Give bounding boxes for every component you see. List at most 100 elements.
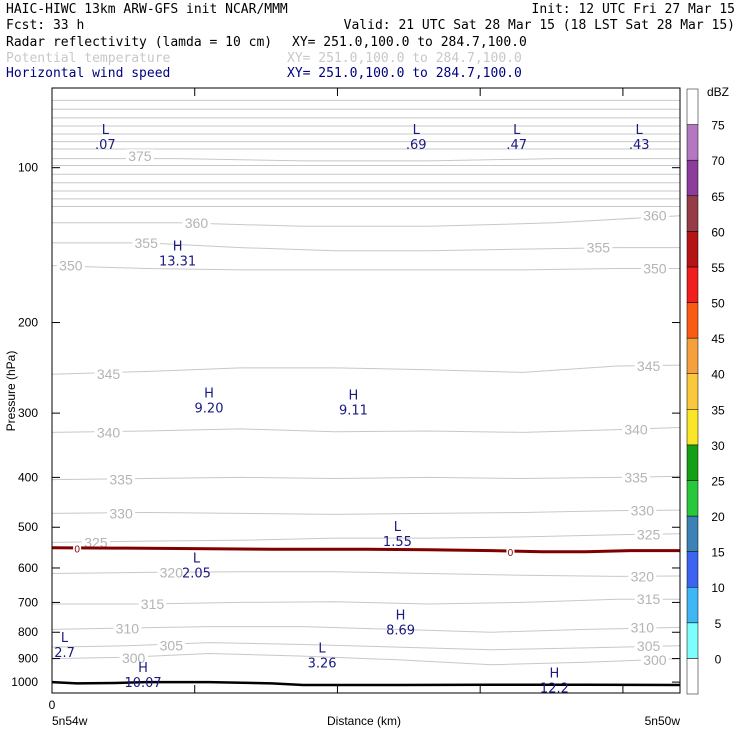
colorbar-level-label: 35 — [711, 403, 725, 417]
theta-label-345: 345 — [637, 358, 661, 374]
y-tick-label: 500 — [18, 520, 38, 534]
header-title: HAIC-HIWC 13km ARW-GFS init NCAR/MMM — [6, 2, 288, 17]
theta-contour-345 — [51, 364, 681, 375]
theta-label-bg — [107, 506, 136, 520]
theta-label-360: 360 — [185, 215, 209, 231]
colorbar-level-label: 0 — [715, 652, 722, 666]
wind-extremum-marker: H — [396, 608, 406, 623]
wind-extremum-value: .69 — [406, 138, 427, 153]
theta-label-330: 330 — [631, 503, 655, 519]
theta-label-315: 315 — [637, 591, 661, 607]
reflectivity-zero-contour — [51, 546, 680, 554]
terrain-line — [51, 680, 681, 687]
colorbar-unit: dBZ — [707, 85, 729, 99]
wind-extremum-marker: H — [349, 388, 359, 403]
theta-label-315: 315 — [141, 596, 165, 612]
header-fcst: Fcst: 33 h — [6, 18, 84, 33]
theta-label-bg — [640, 208, 669, 222]
colorbar-level-label: 30 — [711, 439, 725, 453]
wind-extremum-value: 1.55 — [383, 535, 412, 550]
colorbar-level-label: 10 — [711, 581, 725, 595]
field-theta-xy: XY= 251.0,100.0 to 284.7,100.0 — [287, 51, 522, 66]
wind-extremum-marker: H — [204, 387, 214, 402]
theta-label-bg — [628, 620, 657, 634]
colorbar-swatch — [686, 551, 699, 588]
theta-label-310: 310 — [116, 621, 140, 637]
theta-label-330: 330 — [109, 505, 133, 521]
colorbar-swatch — [686, 622, 699, 659]
y-tick-label: 100 — [18, 161, 38, 175]
theta-label-300: 300 — [122, 650, 146, 666]
theta-label-350: 350 — [643, 260, 667, 276]
theta-label-bg — [584, 240, 613, 254]
colorbar-swatch — [686, 302, 699, 339]
y-tick-label: 700 — [18, 595, 38, 609]
colorbar-swatch — [686, 658, 699, 695]
field-wind-xy: XY= 251.0,100.0 to 284.7,100.0 — [287, 66, 522, 81]
colorbar-swatch — [686, 266, 699, 303]
wind-extremum-marker: L — [193, 551, 201, 566]
theta-label-305: 305 — [637, 638, 661, 654]
wind-extremum-value: 13.31 — [159, 255, 196, 270]
theta-label-325: 325 — [637, 527, 661, 543]
wind-extremum-marker: L — [61, 631, 69, 646]
wind-extremum-marker: L — [513, 123, 521, 138]
wind-extremum-marker: L — [102, 123, 110, 138]
y-tick-label: 1000 — [11, 675, 38, 689]
wind-extremum-value: 10.07 — [124, 676, 161, 691]
wind-extremum-value: .47 — [506, 138, 527, 153]
theta-label-bg — [622, 470, 651, 484]
wind-extremum-marker: L — [394, 520, 402, 535]
theta-contour-330 — [51, 509, 681, 515]
plot-frame — [51, 87, 681, 694]
wind-extremum-marker: L — [413, 123, 421, 138]
colorbar-level-label: 15 — [711, 546, 725, 560]
theta-label-bg — [132, 235, 161, 249]
colorbar-swatch — [686, 515, 699, 552]
y-tick-label: 600 — [18, 561, 38, 575]
theta-label-bg — [634, 359, 663, 373]
colorbar-level-label: 65 — [711, 190, 725, 204]
theta-label-335: 335 — [109, 472, 133, 488]
theta-label-300: 300 — [643, 652, 667, 668]
theta-label-bg — [634, 527, 663, 541]
colorbar-level-label: 25 — [711, 474, 725, 488]
theta-label-bg — [640, 652, 669, 666]
theta-label-350: 350 — [59, 258, 83, 274]
colorbar-swatch — [686, 409, 699, 446]
colorbar-level-label: 5 — [715, 617, 722, 631]
theta-label-bg — [138, 597, 167, 611]
theta-label-335: 335 — [624, 469, 648, 485]
x-tick-zero: 0 — [49, 698, 56, 712]
colorbar-level-label: 50 — [711, 297, 725, 311]
x-right-location: 5n50w — [645, 714, 681, 728]
field-wind-name: Horizontal wind speed — [6, 66, 170, 81]
reflectivity-label-bg — [73, 543, 82, 554]
colorbar-level-label: 60 — [711, 225, 725, 239]
theta-label-bg — [157, 638, 186, 652]
theta-label-bg — [81, 535, 110, 549]
y-axis-label: Pressure (hPa) — [4, 351, 18, 432]
wind-extremum-value: 12.2 — [540, 682, 569, 697]
theta-label-375: 375 — [128, 148, 152, 164]
colorbar-swatch — [686, 124, 699, 161]
theta-label-bg — [628, 503, 657, 517]
wind-extremum-value: 9.11 — [339, 403, 368, 418]
theta-label-305: 305 — [160, 637, 184, 653]
theta-label-bg — [113, 621, 142, 635]
colorbar-swatch — [686, 444, 699, 481]
theta-label-bg — [628, 569, 657, 583]
theta-label-bg — [119, 650, 148, 664]
theta-label-360: 360 — [643, 208, 667, 224]
theta-label-325: 325 — [84, 534, 108, 550]
colorbar-swatch — [686, 337, 699, 374]
theta-label-355: 355 — [135, 235, 159, 251]
header-init: Init: 12 UTC Fri 27 Mar 15 — [532, 2, 736, 17]
theta-contour-325 — [51, 533, 681, 543]
wind-extremum-marker: L — [636, 123, 644, 138]
x-axis-label: Distance (km) — [327, 714, 401, 728]
wind-extremum-value: .43 — [629, 138, 650, 153]
theta-label-bg — [182, 215, 211, 229]
wind-extremum-value: .07 — [95, 138, 116, 153]
